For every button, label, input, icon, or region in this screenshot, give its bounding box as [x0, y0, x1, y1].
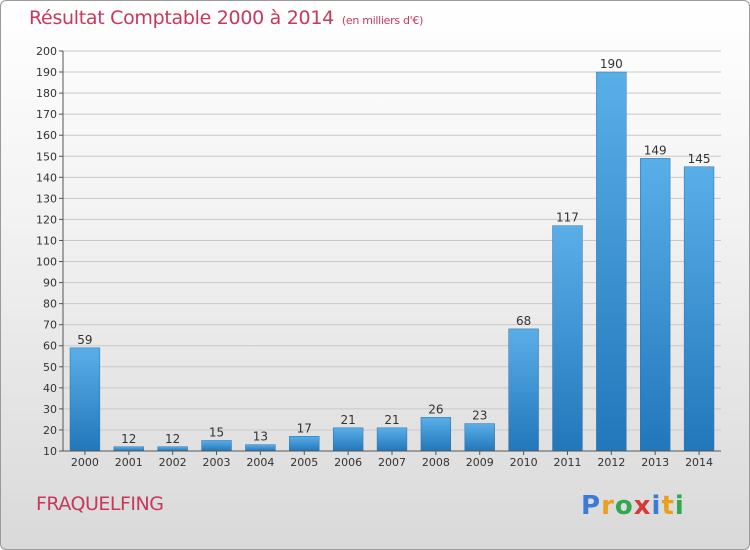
bar-2005 [289, 436, 320, 452]
data-label-2011: 117 [556, 211, 579, 225]
x-tick-label-2013: 2013 [641, 456, 669, 469]
x-axis: 2000 2001 2002 2003 2004 2005 2006 2007 2008 2009… [63, 450, 721, 469]
bar-2013 [640, 158, 671, 452]
data-label-2003: 15 [209, 425, 224, 439]
data-label-2001: 12 [121, 432, 136, 446]
logo-letter: x [633, 491, 652, 521]
bar-2012 [596, 71, 627, 452]
logo-letter: o [614, 491, 634, 521]
chart-title-text: Résultat Comptable 2000 à 2014 [29, 7, 334, 29]
chart-title: Résultat Comptable 2000 à 2014 (en millie… [29, 7, 423, 29]
data-label-2004: 13 [253, 430, 268, 444]
logo-letter: r [601, 491, 615, 521]
bar-2009 [464, 423, 495, 452]
x-tick-label-2008: 2008 [422, 456, 450, 469]
bar-2008 [420, 417, 452, 452]
y-tick-label: 30 [43, 403, 57, 416]
y-tick-label: 180 [36, 87, 57, 100]
logo-letter: t [661, 491, 675, 521]
x-tick-label-2006: 2006 [334, 456, 362, 469]
y-tick-label: 130 [36, 192, 57, 205]
x-tick-label-2007: 2007 [378, 456, 406, 469]
y-tick-label: 90 [43, 277, 57, 290]
x-tick-label-2010: 2010 [510, 456, 538, 469]
bar-2014 [683, 166, 715, 452]
data-label-2000: 59 [77, 333, 92, 347]
logo-letter: i [674, 491, 685, 521]
y-tick-label: 200 [36, 45, 57, 58]
data-label-2012: 190 [600, 57, 623, 71]
x-tick-label-2005: 2005 [290, 456, 318, 469]
data-label-2014: 145 [688, 152, 711, 166]
y-tick-label: 170 [36, 108, 57, 121]
data-label-2009: 23 [472, 409, 487, 423]
bar-2010 [508, 328, 539, 452]
bar-2004 [245, 444, 276, 452]
y-tick-label: 100 [36, 256, 57, 269]
y-tick-label: 60 [43, 340, 57, 353]
y-tick-label: 110 [36, 234, 57, 247]
x-tick-label-2014: 2014 [685, 456, 713, 469]
bar-2007 [376, 427, 408, 452]
bar-2000 [69, 347, 101, 452]
bar-2003 [201, 440, 232, 452]
x-tick-label-2000: 2000 [71, 456, 99, 469]
logo-letter: i [651, 491, 662, 521]
chart-subtitle: (en milliers d'€) [341, 14, 424, 27]
y-tick-label: 80 [43, 298, 57, 311]
y-tick-label: 40 [43, 382, 57, 395]
bar-2011 [552, 225, 583, 452]
bar-2006 [332, 427, 364, 452]
data-label-2006: 21 [340, 413, 355, 427]
y-tick-label: 70 [43, 319, 57, 332]
x-tick-label-2012: 2012 [597, 456, 625, 469]
location-name: FRAQUELFING [36, 493, 164, 515]
y-tick-label: 20 [43, 424, 57, 437]
x-tick-label-2001: 2001 [115, 456, 143, 469]
y-tick-label: 50 [43, 361, 57, 374]
data-label-2007: 21 [384, 413, 399, 427]
data-label-2008: 26 [428, 402, 443, 416]
proxiti-logo: Proxiti [581, 491, 685, 521]
data-label-2010: 68 [516, 314, 531, 328]
y-tick-label: 160 [36, 129, 57, 142]
bar-2002 [157, 446, 188, 452]
x-tick-label-2003: 2003 [203, 456, 231, 469]
y-axis: 10 20 30 40 50 60 70 80 90 100 110 120 130 140 150 160 1… [36, 45, 64, 458]
x-tick-label-2009: 2009 [466, 456, 494, 469]
data-label-2002: 12 [165, 432, 180, 446]
y-tick-label: 10 [43, 445, 57, 458]
x-tick-label-2004: 2004 [246, 456, 274, 469]
y-tick-label: 150 [36, 150, 57, 163]
data-label-2005: 17 [297, 421, 312, 435]
x-tick-label-2011: 2011 [553, 456, 581, 469]
y-tick-label: 140 [36, 171, 57, 184]
x-tick-label-2002: 2002 [159, 456, 187, 469]
data-label-2013: 149 [644, 143, 667, 157]
bars: 59 12 12 15 13 17 21 21 26 23 68 117 190 149 145 [69, 57, 715, 452]
y-tick-label: 120 [36, 213, 57, 226]
bar-2001 [113, 446, 144, 452]
y-tick-label: 190 [36, 66, 57, 79]
logo-letter: P [581, 491, 602, 521]
